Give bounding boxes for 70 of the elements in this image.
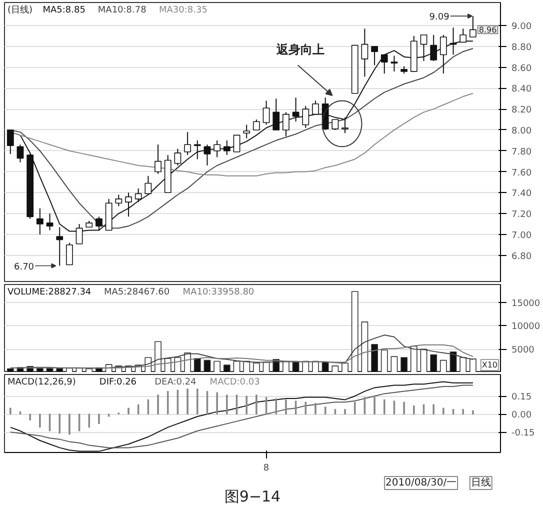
x-tick-label: 8 [263,464,270,474]
candlestick [6,129,14,154]
candlestick [125,192,132,218]
y-tick-label: 10000 [512,322,540,332]
text: DIF:0.26 [99,378,137,388]
chart-title: (日线) [8,4,33,16]
y-tick-label: 7.40 [512,189,532,200]
text: MA30:8.35 [159,6,208,16]
candlestick [115,194,122,207]
candlestick [302,105,310,128]
text: MA5:8.85 [42,6,86,16]
line-series [10,344,474,368]
candlestick [16,144,24,163]
annotation: 6.70 [14,262,34,272]
candlestick [223,140,230,156]
candlestick [361,28,368,78]
text: MA5:28467.60 [104,288,170,298]
candlestick [243,124,250,139]
series-label: MACD:0.03 [210,378,260,388]
y-tick-label: 8.20 [512,106,532,116]
y-tick-label: 8.40 [512,84,532,95]
y-axis-title: X10 [482,360,498,370]
text: VOLUME:28827.34 [8,288,92,298]
candlestick [262,100,270,126]
candlestick [214,140,221,158]
candlestick [174,148,182,166]
y-tick-label: 7.20 [512,210,532,220]
candlestick [66,242,73,266]
y-tick-label: 5000 [512,346,535,356]
candlestick [380,54,388,74]
y-tick-label: 0.15 [512,392,532,403]
annotation: 返身向上 [276,42,325,57]
annotation: 9.09 [429,12,450,23]
y-tick-label: 8.60 [512,64,532,74]
text: 日线 [470,476,491,488]
candlestick [154,144,162,174]
y-tick-label: 15000 [512,298,540,309]
y-tick-label: 8.80 [512,42,532,53]
candlestick [194,140,201,160]
candlestick [371,46,378,66]
candlestick [36,208,44,235]
y-tick-label: 8.00 [512,126,532,136]
candlestick [134,188,142,203]
candlestick [46,213,54,231]
y-tick-label: 7.80 [512,147,532,158]
candlestick [204,144,211,166]
y-tick-label: 9.00 [512,22,532,32]
text: 8.96 [478,26,497,35]
caption: 图9−14 [224,488,281,506]
candlestick [390,55,398,72]
chart-title: MACD(12,26,9) [8,378,76,388]
y-tick-label: -0.15 [512,428,535,439]
y-tick-label: 7.00 [512,230,532,241]
y-tick-label: 6.80 [512,252,532,262]
candlestick [184,132,191,156]
candlestick [233,134,240,152]
y-tick-label: 7.60 [512,168,532,178]
candlestick [282,112,290,137]
candlestick [272,98,280,130]
text: DEA:0.24 [154,378,197,388]
text: MA10:8.78 [98,6,147,16]
candlestick [252,119,260,130]
candlestick [312,100,319,115]
candlestick [292,97,300,122]
y-tick-label: 0.00 [512,410,532,421]
candlestick [332,119,339,130]
candlestick [342,116,348,134]
text: MA10:33958.80 [182,288,254,298]
text: 2010/08/30/一 [386,478,457,488]
candlestick [144,175,152,194]
